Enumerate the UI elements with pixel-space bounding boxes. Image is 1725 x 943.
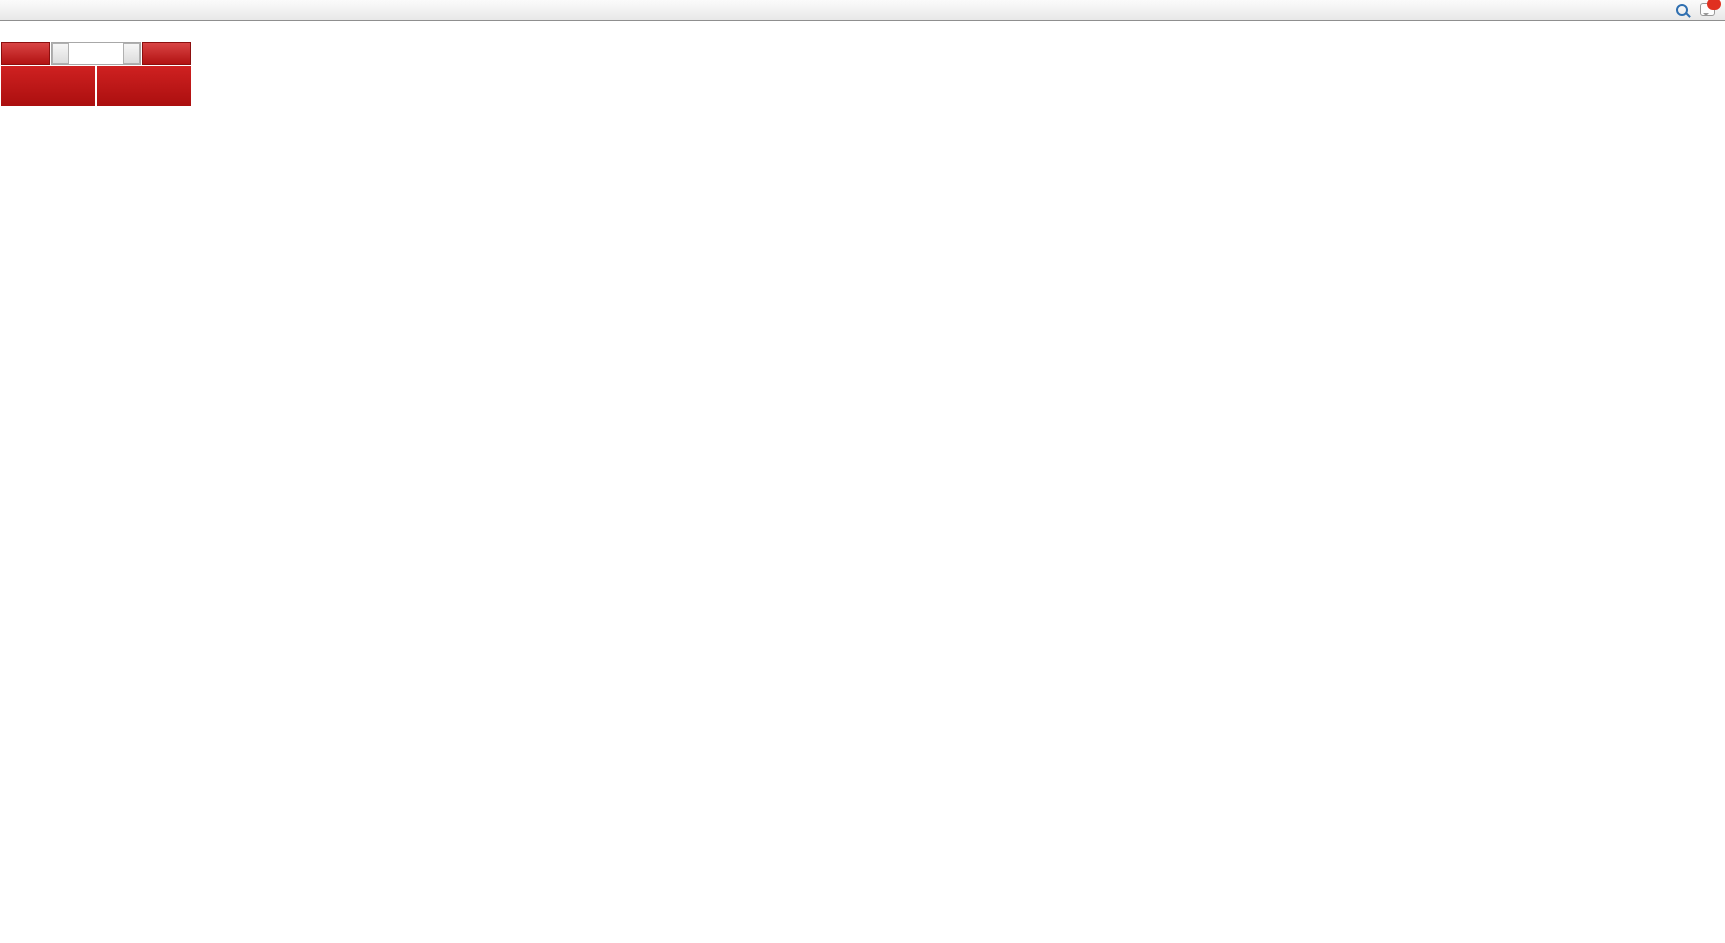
buy-button[interactable] (142, 42, 191, 65)
chart-window (0, 21, 1725, 943)
toolbar-right-cluster (1676, 0, 1721, 16)
buy-price-button[interactable] (97, 66, 191, 106)
volume-increase-button[interactable] (123, 43, 140, 64)
sell-button[interactable] (1, 42, 50, 65)
search-icon[interactable] (1676, 3, 1688, 16)
volume-decrease-button[interactable] (52, 43, 69, 64)
chat-icon[interactable] (1700, 0, 1721, 16)
one-click-trading-panel (1, 42, 191, 106)
main-toolbar (0, 0, 1725, 21)
volume-box (51, 42, 141, 65)
notification-badge (1707, 0, 1721, 10)
volume-input[interactable] (69, 43, 123, 64)
sell-price-button[interactable] (1, 66, 95, 106)
